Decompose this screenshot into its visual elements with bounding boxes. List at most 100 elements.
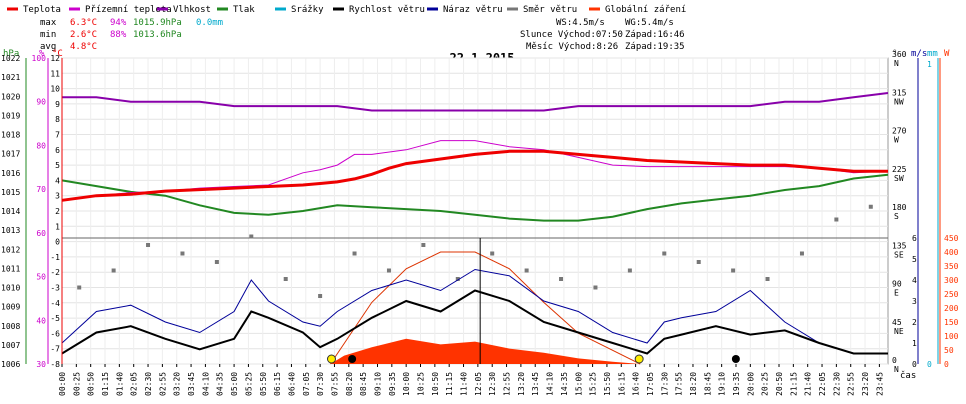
temp-tick: -5 [50, 314, 60, 323]
dir-tick-name: NE [894, 327, 904, 336]
hpa-tick: 1013 [1, 226, 20, 235]
x-tick-label: 00:00 [58, 372, 67, 396]
pct-tick: 40 [36, 316, 46, 325]
x-tick-label: 01:40 [115, 372, 124, 396]
hpa-axis-label: hPa [3, 49, 19, 59]
dir-tick-name: SE [894, 250, 904, 259]
ms-tick: 0 [912, 360, 917, 369]
wind-dir-point [455, 277, 460, 281]
pct-tick: 50 [36, 273, 46, 282]
x-tick-label: 03:45 [187, 372, 196, 396]
x-tick-label: 10:25 [417, 372, 426, 396]
x-tick-label: 17:55 [675, 372, 684, 396]
hpa-tick: 1015 [1, 188, 20, 197]
hpa-tick: 1019 [1, 111, 20, 120]
temp-tick: -8 [50, 360, 60, 369]
chart-legend: Teplota Přízemní teplota Vlhkost Tlak Srážky… [7, 5, 686, 15]
x-tick-label: 22:05 [818, 372, 827, 396]
temp-tick: 9 [55, 100, 60, 109]
x-tick-label: 14:10 [546, 372, 555, 396]
legend-label-1: Přízemní teplota [85, 5, 172, 15]
w-tick: 0 [944, 360, 949, 369]
wind-dir-point [593, 285, 598, 290]
dir-tick: 270 [892, 127, 907, 136]
temp-tick: 5 [55, 161, 60, 170]
x-tick-label: 13:20 [517, 372, 526, 396]
w-tick: 400 [944, 248, 959, 257]
dir-axis-label: ° [892, 49, 897, 59]
x-tick-label: 10:00 [402, 372, 411, 396]
info-sun-set: Západ:16:46 [625, 30, 685, 40]
temp-tick: -7 [50, 345, 60, 354]
wind-dir-point [834, 217, 839, 222]
stat-max-rain: 0.0mm [196, 18, 223, 28]
x-tick-label: 07:05 [302, 372, 311, 396]
temp-tick: -2 [50, 268, 60, 277]
dir-tick: 135 [892, 241, 907, 250]
x-tick-label: 03:20 [173, 372, 182, 396]
x-tick-label: 18:45 [703, 372, 712, 396]
sunset-marker [634, 354, 644, 364]
temp-tick: 8 [55, 115, 60, 124]
mm-tick: 0 [927, 360, 932, 369]
info-block: WS:4.5m/s WG:5.4m/s Slunce Východ:07:50 … [520, 18, 685, 52]
pct-tick: 70 [36, 185, 46, 194]
ms-tick: 1 [912, 339, 917, 348]
x-tick-label: 02:05 [130, 372, 139, 396]
pressure-line [61, 173, 889, 222]
x-tick-label: 19:35 [732, 372, 741, 396]
hpa-tick: 1011 [1, 264, 20, 273]
dir-tick: 360 [892, 50, 907, 59]
stats-block: max 6.3°C 94% 1015.9hPa 0.0mm min 2.6°C … [40, 18, 223, 52]
temp-tick: 11 [50, 69, 60, 78]
wind-dir-point [111, 268, 116, 273]
wind-dir-point [662, 251, 667, 256]
legend-label-6: Náraz větru [443, 5, 503, 15]
wind-dir-point [386, 268, 391, 273]
legend-label-2: Vlhkost [173, 5, 211, 15]
mm-tick: 1 [927, 60, 932, 69]
info-moon-set: Západ:19:35 [625, 42, 685, 52]
temp-tick: -3 [50, 284, 60, 293]
stat-min-temp: 2.6°C [70, 30, 97, 40]
x-tick-label: 09:35 [388, 372, 397, 396]
info-wg: WG:5.4m/s [625, 18, 674, 28]
temp-tick: -6 [50, 329, 60, 338]
dir-tick-name: SW [894, 174, 904, 183]
sunrise-marker [326, 354, 336, 364]
pct-tick: 80 [36, 141, 46, 150]
w-tick: 300 [944, 276, 959, 285]
x-tick-label: 16:40 [632, 372, 641, 396]
stat-min-hum: 88% [110, 30, 127, 40]
x-tick-label: 16:15 [617, 372, 626, 396]
ms-tick: 3 [912, 297, 917, 306]
legend-label-3: Tlak [233, 5, 255, 15]
x-tick-label: 08:45 [359, 372, 368, 396]
x-tick-label: 15:50 [603, 372, 612, 396]
x-tick-label: 22:30 [832, 372, 841, 396]
wind-dir-point [490, 251, 495, 256]
wind-dir-point [421, 243, 426, 247]
pct-tick: 30 [36, 360, 46, 369]
x-tick-label: 12:30 [488, 372, 497, 396]
x-tick-label: 05:25 [244, 372, 253, 396]
x-axis: 00:00 00:25 00:50 01:15 01:40 02:05 02:30 02:55… [58, 364, 884, 396]
dir-tick-name: E [894, 289, 899, 298]
y-axes: hPa1006100710081009101010111012101310141… [1, 49, 959, 374]
x-tick-label: 08:20 [345, 372, 354, 396]
x-tick-label: 02:55 [158, 372, 167, 396]
wind-dir-point [318, 294, 323, 298]
temp-tick: 3 [55, 192, 60, 201]
legend-label-0: Teplota [23, 5, 61, 15]
w-tick: 200 [944, 304, 959, 313]
x-tick-label: 07:55 [331, 372, 340, 396]
ms-axis-label: m/s [911, 49, 927, 59]
dir-tick-name: S [894, 212, 899, 221]
x-tick-label: 00:25 [72, 372, 81, 396]
pct-tick: 90 [36, 98, 46, 107]
x-tick-label: 15:00 [574, 372, 583, 396]
info-ws: WS:4.5m/s [556, 18, 605, 28]
stat-min-press: 1013.6hPa [133, 30, 182, 40]
hpa-tick: 1020 [1, 92, 20, 101]
wind-dir-point [283, 277, 288, 281]
